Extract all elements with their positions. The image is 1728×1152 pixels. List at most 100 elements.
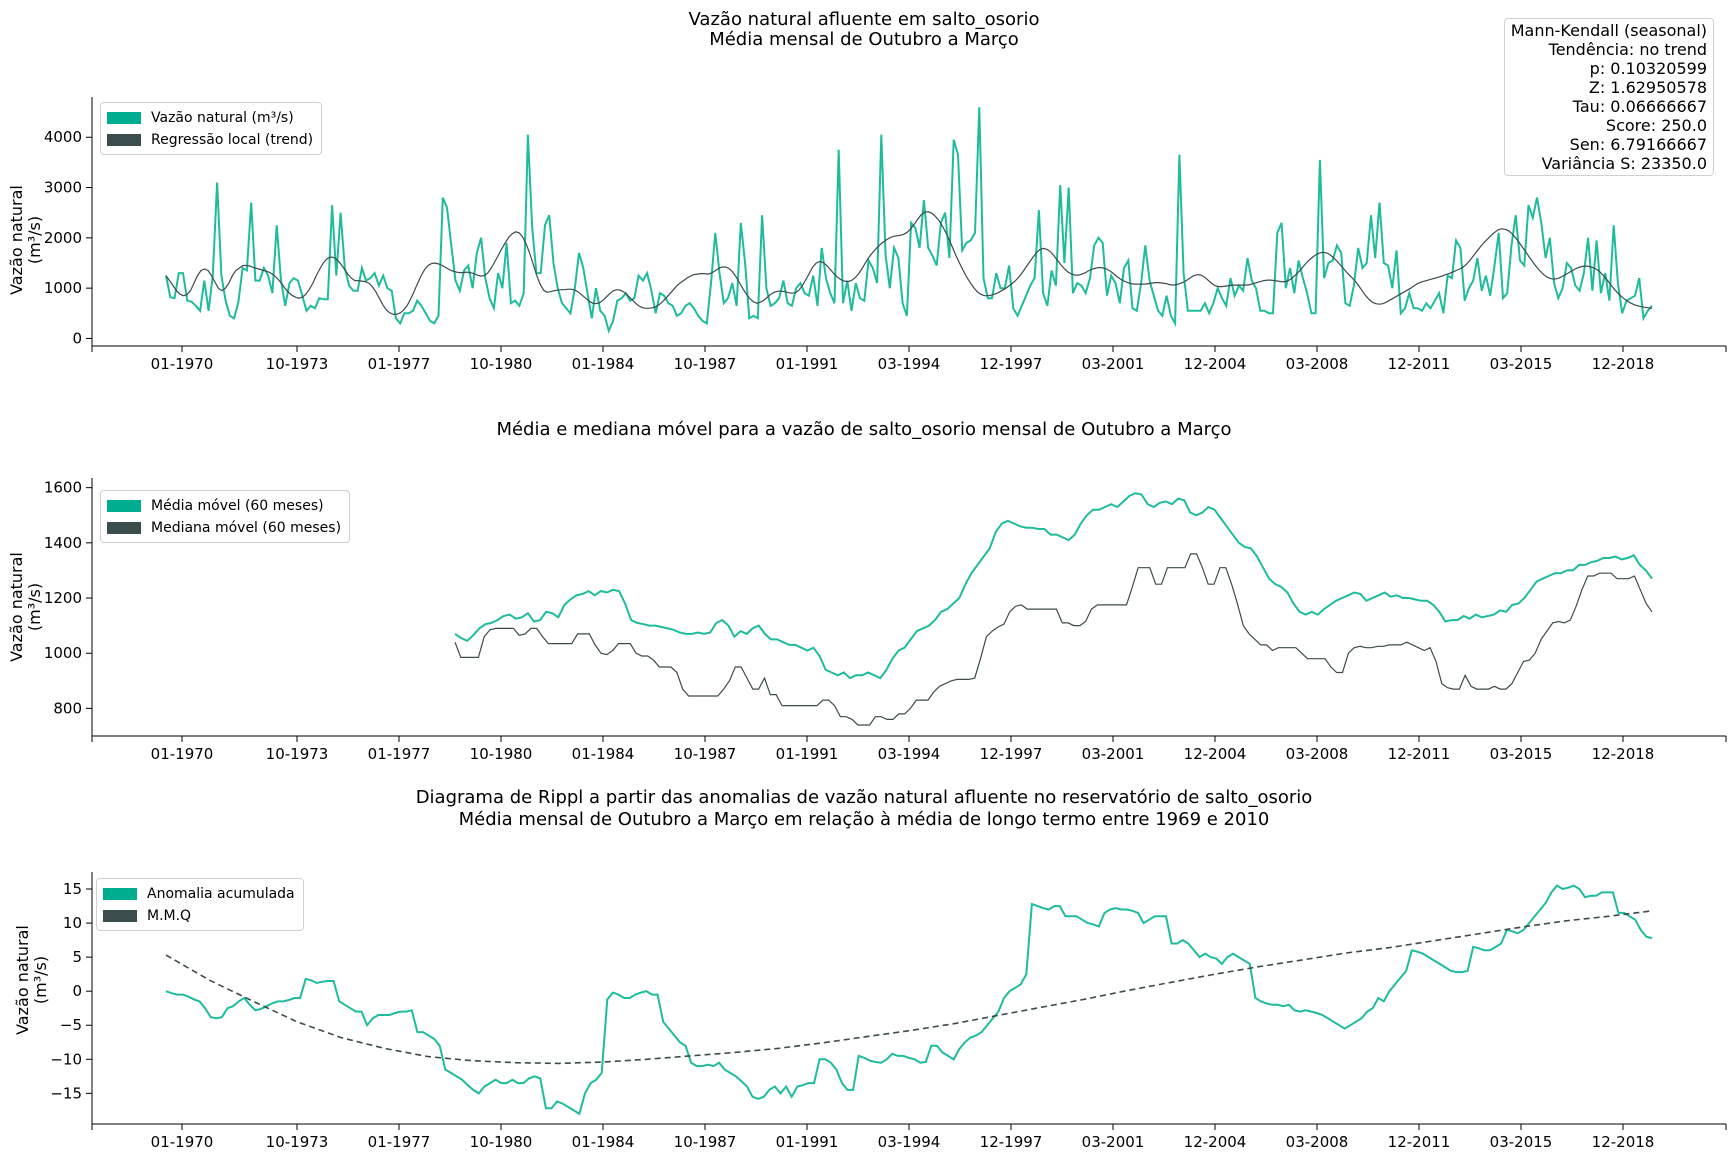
x-tick-label: 03-1994	[878, 1133, 941, 1151]
mk-line: Z: 1.62950578	[1588, 78, 1707, 97]
legend-label: Vazão natural (m³/s)	[151, 110, 294, 126]
x-tick-label: 10-1987	[674, 1133, 737, 1151]
mann-kendall-box: Mann-Kendall (seasonal) Tendência: no tr…	[1503, 18, 1714, 176]
x-tick-label: 01-1991	[776, 745, 839, 763]
legend-swatch-teal	[107, 112, 141, 124]
chart-3-title-line1: Diagrama de Rippl a partir das anomalias…	[415, 787, 1313, 808]
x-tick-label: 03-2015	[1490, 745, 1553, 763]
y-tick-label: 1200	[44, 589, 82, 607]
x-tick-label: 12-2018	[1592, 745, 1655, 763]
x-tick-label: 10-1980	[470, 355, 533, 373]
chart-3-title-line2: Média mensal de Outubro a Março em relaç…	[458, 809, 1270, 830]
x-tick-label: 12-2004	[1184, 1133, 1247, 1151]
y-tick-label: 3000	[44, 179, 82, 197]
y-tick-label: −15	[50, 1084, 82, 1102]
chart-3-plot: Vazão natural (m³/s) 01-1970 10-1973 01-19…	[13, 872, 1727, 1151]
chart-2-legend: Média móvel (60 meses) Mediana móvel (60…	[100, 490, 351, 543]
chart-3-legend: Anomalia acumulada M.M.Q	[96, 878, 304, 931]
x-tick-label: 03-2001	[1082, 355, 1145, 373]
y-tick-label: 0	[72, 982, 82, 1000]
legend-item: Mediana móvel (60 meses)	[107, 517, 341, 539]
chart-2-plot: Vazão natural (m³/s) 01-1970 10-1973 01-19…	[7, 478, 1727, 763]
x-tick-label: 12-1997	[980, 745, 1043, 763]
x-tick-label: 01-1984	[572, 1133, 635, 1151]
x-tick-label: 12-1997	[980, 1133, 1043, 1151]
y-tick-label: 0	[72, 329, 82, 347]
x-tick-label: 10-1973	[266, 1133, 329, 1151]
y-tick-label: 1000	[44, 644, 82, 662]
x-tick-label: 03-2001	[1082, 745, 1145, 763]
chart-1-ylabel-unit: (m³/s)	[25, 216, 44, 264]
x-tick-label: 01-1991	[776, 355, 839, 373]
legend-item: M.M.Q	[103, 905, 295, 927]
series-line-1	[165, 107, 1653, 334]
legend-swatch-dark	[107, 522, 141, 534]
x-tick-label: 03-2008	[1286, 745, 1349, 763]
legend-label: Regressão local (trend)	[151, 132, 314, 148]
legend-swatch-teal	[107, 500, 141, 512]
x-tick-label: 12-2004	[1184, 355, 1247, 373]
x-tick-label: 12-1997	[980, 355, 1043, 373]
x-tick-label: 01-1970	[151, 355, 214, 373]
x-tick-label: 03-2015	[1490, 1133, 1553, 1151]
series-line-2	[454, 553, 1653, 726]
y-tick-label: 10	[63, 914, 82, 932]
y-tick-label: 4000	[44, 128, 82, 146]
series-line-2	[165, 211, 1653, 315]
chart-1-title-line2: Média mensal de Outubro a Março	[709, 29, 1019, 50]
legend-swatch-dark	[107, 134, 141, 146]
x-tick-label: 01-1970	[151, 1133, 214, 1151]
y-tick-label: −5	[60, 1016, 82, 1034]
legend-label: Mediana móvel (60 meses)	[151, 520, 342, 536]
x-tick-label: 12-2011	[1388, 355, 1451, 373]
series-line-2	[165, 910, 1653, 1065]
x-tick-label: 03-2008	[1286, 1133, 1349, 1151]
x-tick-label: 10-1980	[470, 1133, 533, 1151]
y-tick-label: 1600	[44, 479, 82, 497]
mk-line: Score: 250.0	[1605, 116, 1707, 135]
chart-3-ylabel: Vazão natural	[13, 925, 32, 1035]
mk-line: Variância S: 23350.0	[1541, 154, 1707, 173]
chart-2-title: Média e mediana móvel para a vazão de sa…	[496, 419, 1232, 440]
x-tick-label: 12-2004	[1184, 745, 1247, 763]
legend-item: Anomalia acumulada	[103, 883, 295, 905]
x-tick-label: 01-1977	[368, 745, 431, 763]
x-tick-label: 10-1987	[674, 745, 737, 763]
chart-1-legend: Vazão natural (m³/s) Regressão local (tr…	[100, 102, 323, 155]
mk-line: Tendência: no trend	[1548, 40, 1707, 59]
x-tick-label: 03-2008	[1286, 355, 1349, 373]
x-tick-label: 10-1980	[470, 745, 533, 763]
x-tick-label: 10-1987	[674, 355, 737, 373]
chart-1-plot: Vazão natural (m³/s) 01-1970 10-1973 01-19…	[7, 97, 1727, 373]
mk-line: Mann-Kendall (seasonal)	[1510, 21, 1707, 40]
y-tick-label: 15	[63, 880, 82, 898]
mk-line: Sen: 6.79166667	[1569, 135, 1707, 154]
x-tick-label: 12-2018	[1592, 1133, 1655, 1151]
legend-label: Média móvel (60 meses)	[151, 498, 324, 514]
chart-1-ylabel: Vazão natural	[7, 185, 26, 295]
chart-3-ylabel-unit: (m³/s)	[31, 956, 50, 1004]
y-tick-label: −10	[50, 1050, 82, 1068]
x-tick-label: 10-1973	[266, 355, 329, 373]
x-tick-label: 01-1977	[368, 1133, 431, 1151]
legend-item: Vazão natural (m³/s)	[107, 107, 313, 129]
series-line-1	[454, 492, 1653, 680]
x-tick-label: 12-2011	[1388, 745, 1451, 763]
legend-label: Anomalia acumulada	[147, 886, 295, 902]
legend-item: Média móvel (60 meses)	[107, 495, 341, 517]
chart-2-ylabel: Vazão natural	[7, 552, 26, 662]
x-tick-label: 12-2018	[1592, 355, 1655, 373]
x-tick-label: 01-1984	[572, 355, 635, 373]
x-tick-label: 01-1991	[776, 1133, 839, 1151]
x-tick-label: 01-1984	[572, 745, 635, 763]
x-tick-label: 10-1973	[266, 745, 329, 763]
x-tick-label: 03-2015	[1490, 355, 1553, 373]
y-tick-label: 800	[53, 699, 82, 717]
y-tick-label: 1400	[44, 534, 82, 552]
mk-line: Tau: 0.06666667	[1572, 97, 1707, 116]
y-tick-label: 2000	[44, 229, 82, 247]
x-tick-label: 03-1994	[878, 355, 941, 373]
y-tick-label: 1000	[44, 279, 82, 297]
legend-swatch-teal	[103, 888, 137, 900]
legend-label: M.M.Q	[147, 908, 192, 924]
